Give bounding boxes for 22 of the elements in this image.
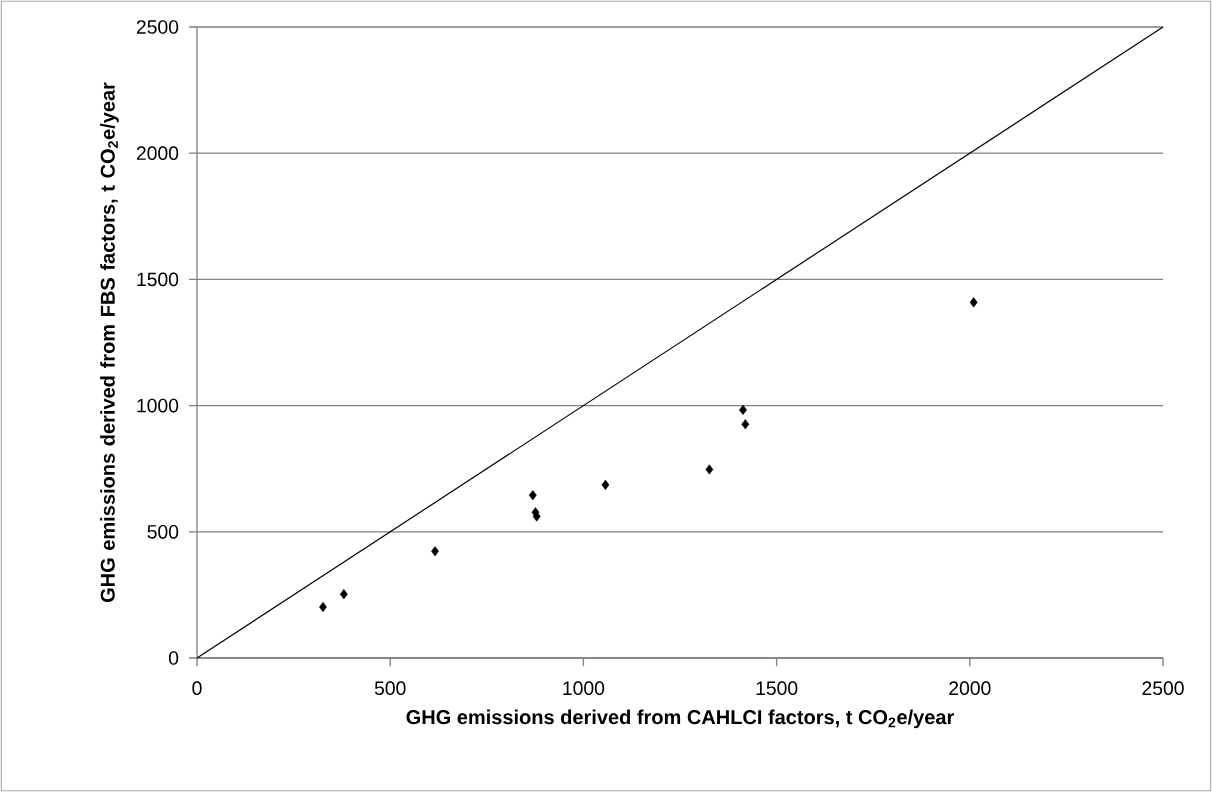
x-tick-label: 1000 <box>563 681 605 696</box>
point <box>741 419 750 430</box>
point <box>969 297 978 308</box>
y-tick-label: 1500 <box>137 272 179 287</box>
x-tick-label: 1500 <box>756 681 798 696</box>
point <box>339 589 348 600</box>
y-tick-label: 500 <box>147 524 179 539</box>
x-tick-label: 2000 <box>949 681 991 696</box>
x-tick-label: 2500 <box>1142 681 1184 696</box>
point <box>739 404 747 415</box>
y-tick-label: 0 <box>168 651 179 665</box>
point <box>601 479 610 490</box>
x-axis-title: GHG emissions derived from CAHLCI factors, t CO$_{2}$e/year <box>406 709 954 729</box>
point <box>528 490 537 501</box>
y-tick-label: 2000 <box>136 146 179 161</box>
point <box>705 464 714 475</box>
point <box>431 546 439 557</box>
x-tick-label: 500 <box>374 681 406 696</box>
x-tick-label: 0 <box>192 681 202 696</box>
y-axis-title: GHG emissions derived from FBS factors, t CO$_{2}$e/year <box>100 82 119 603</box>
y-tick-label: 2500 <box>136 20 179 34</box>
y-tick-label: 1000 <box>137 398 179 413</box>
